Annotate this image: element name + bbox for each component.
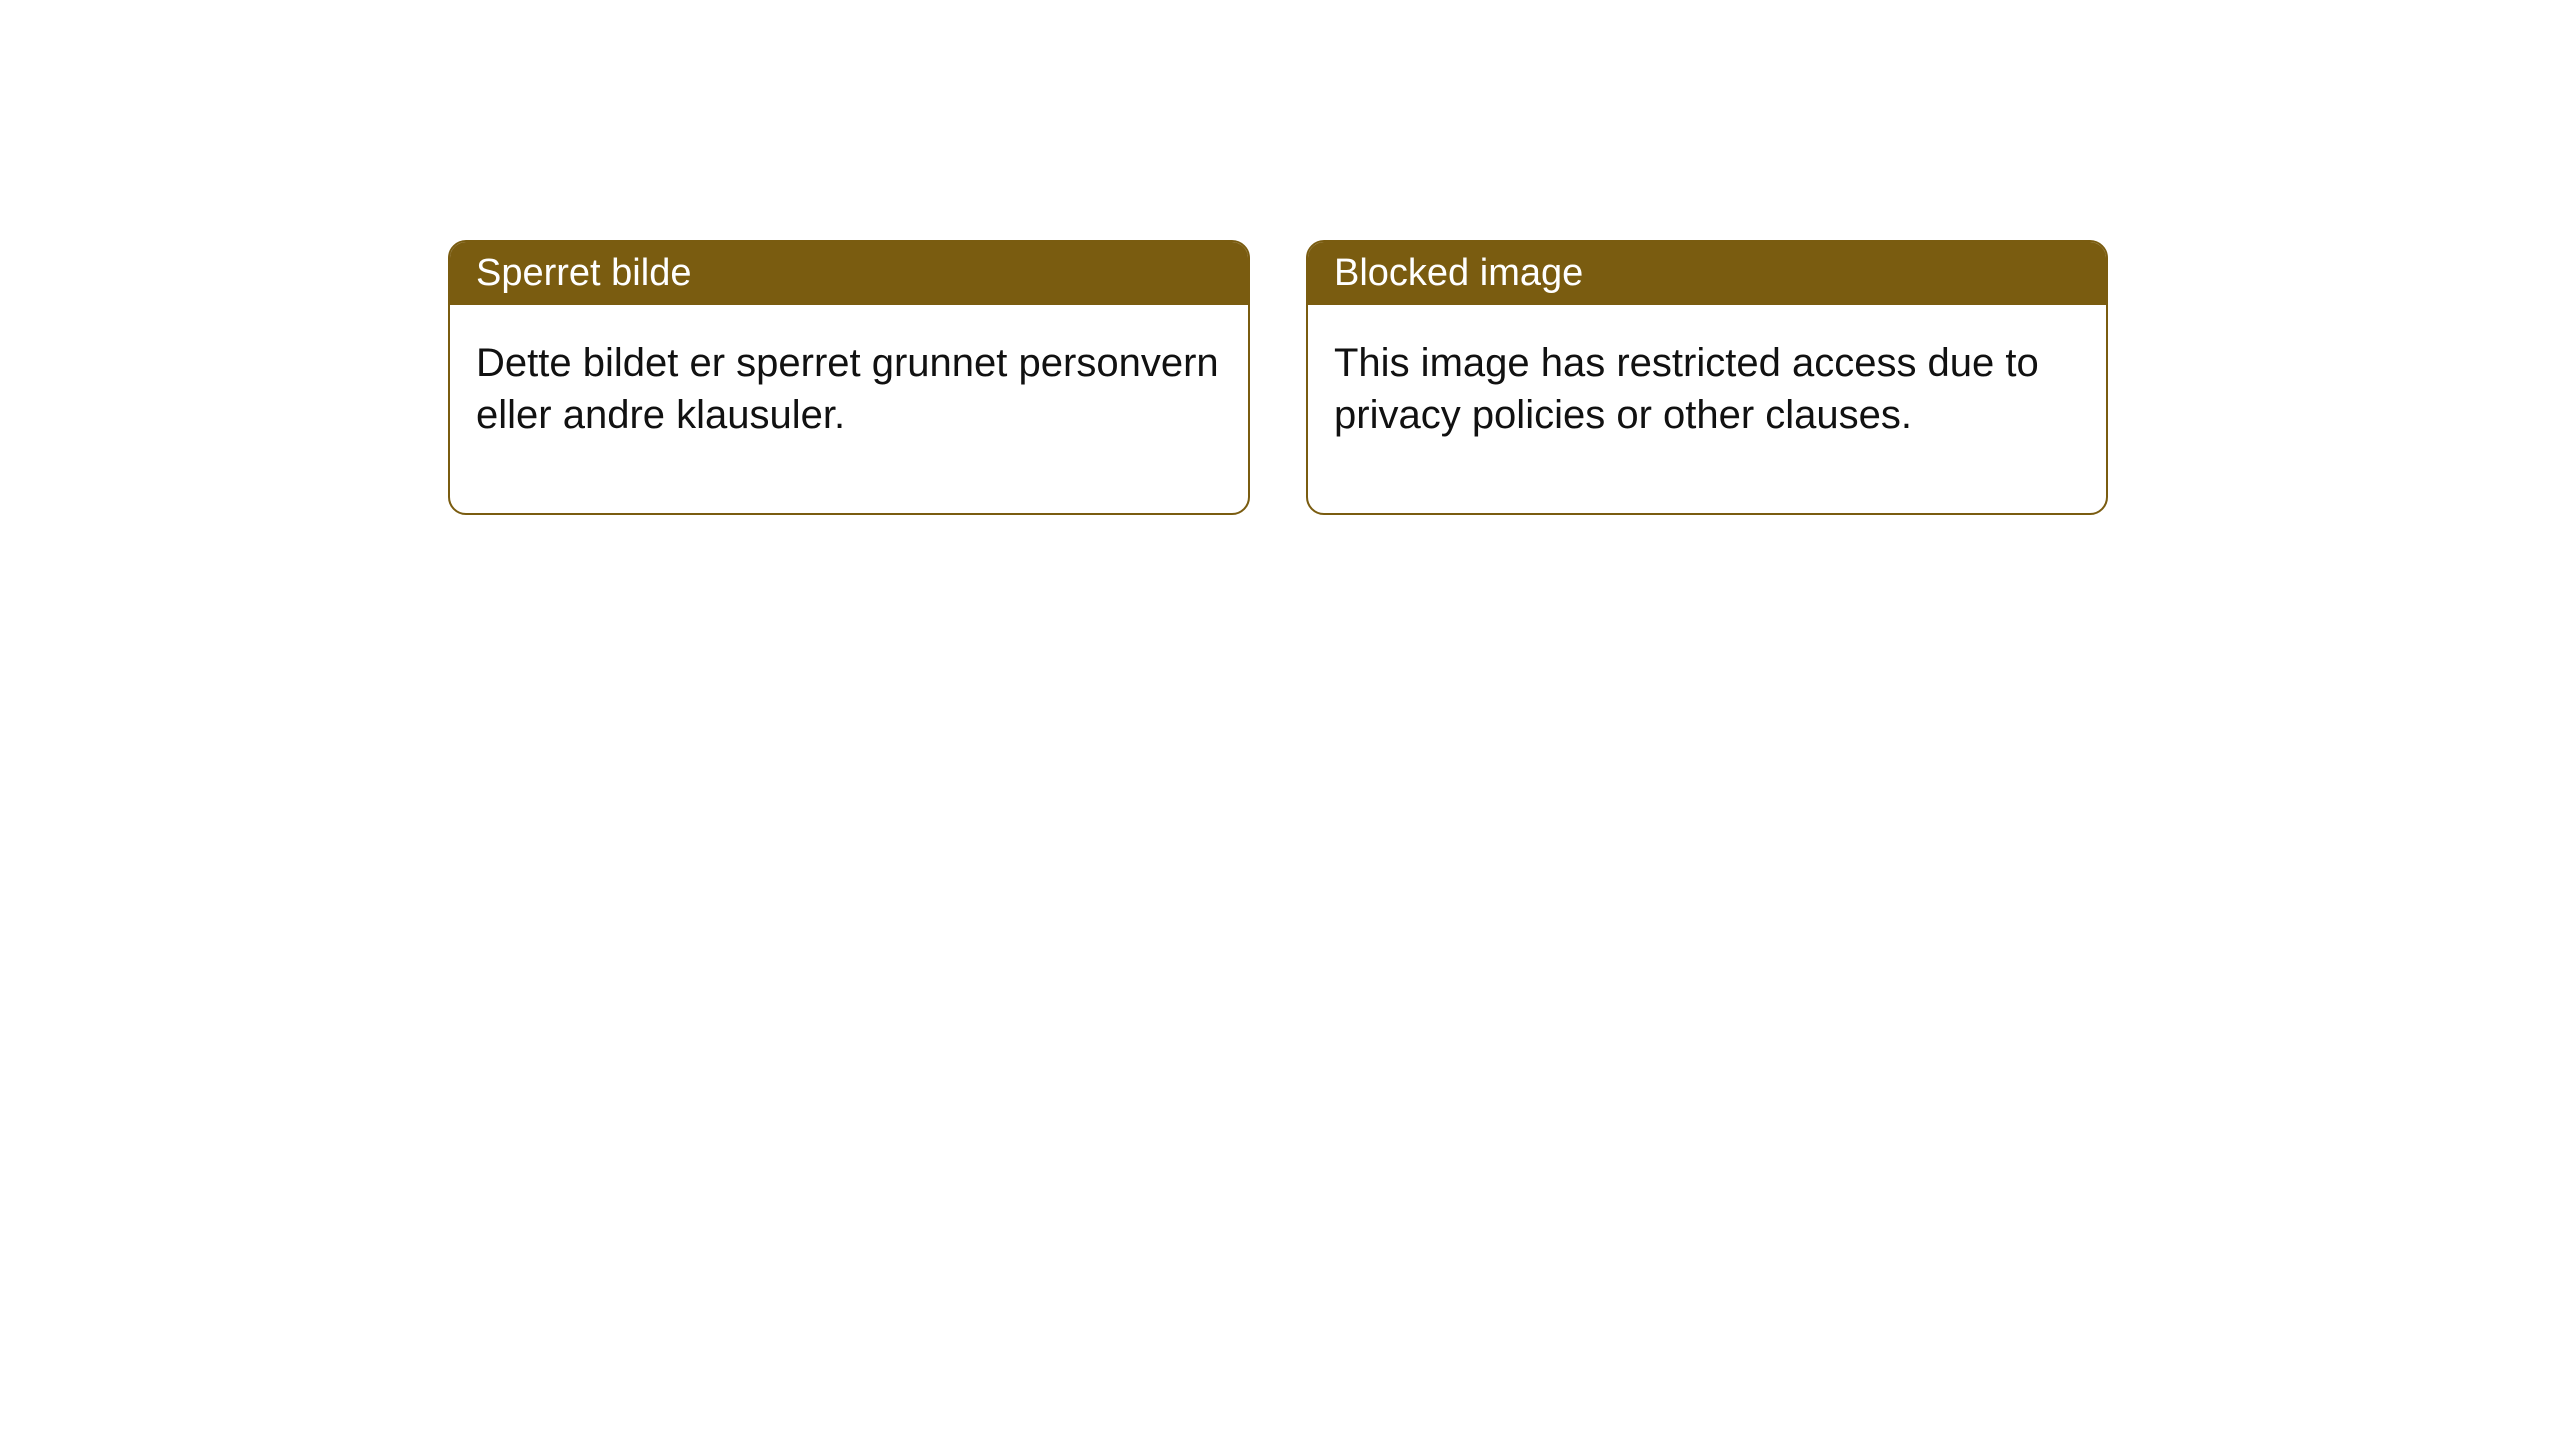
notice-body-norwegian: Dette bildet er sperret grunnet personve… (450, 305, 1248, 513)
notice-body-english: This image has restricted access due to … (1308, 305, 2106, 513)
notice-message-english: This image has restricted access due to … (1334, 341, 2039, 437)
notice-message-norwegian: Dette bildet er sperret grunnet personve… (476, 341, 1219, 437)
notice-title-english: Blocked image (1334, 252, 1583, 294)
notice-container: Sperret bilde Dette bildet er sperret gr… (448, 240, 2108, 515)
notice-header-norwegian: Sperret bilde (450, 242, 1248, 305)
notice-card-english: Blocked image This image has restricted … (1306, 240, 2108, 515)
notice-header-english: Blocked image (1308, 242, 2106, 305)
notice-title-norwegian: Sperret bilde (476, 252, 691, 294)
notice-card-norwegian: Sperret bilde Dette bildet er sperret gr… (448, 240, 1250, 515)
